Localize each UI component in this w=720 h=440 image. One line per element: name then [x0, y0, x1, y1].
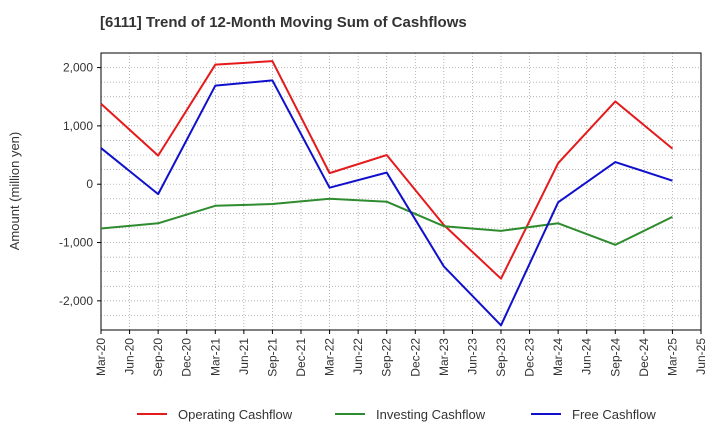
- x-tick-label: Mar-21: [208, 338, 222, 376]
- y-axis-label: Amount (million yen): [7, 132, 22, 251]
- x-tick-label: Sep-21: [265, 338, 279, 377]
- legend-label: Free Cashflow: [572, 407, 656, 422]
- y-tick-label: 2,000: [63, 61, 93, 75]
- x-tick-label: Jun-23: [465, 338, 479, 375]
- x-tick-label: Sep-24: [608, 338, 622, 377]
- series-line-investing-cashflow: [100, 197, 673, 246]
- x-tick-label: Jun-25: [694, 338, 708, 375]
- x-tick-label: Mar-25: [665, 338, 679, 376]
- x-tick-label: Sep-22: [380, 338, 394, 377]
- x-tick-label: Mar-22: [323, 338, 337, 376]
- y-tick-label: 0: [86, 177, 93, 191]
- x-tick-label: Jun-20: [123, 338, 137, 375]
- x-tick-label: Sep-20: [151, 338, 165, 377]
- y-tick-label: 1,000: [63, 119, 93, 133]
- legend: Operating Cashflow Investing Cashflow Free…: [137, 407, 656, 422]
- x-tick-label: Mar-23: [437, 338, 451, 376]
- x-tick-label: Dec-24: [637, 338, 651, 377]
- x-tick-label: Jun-24: [580, 338, 594, 375]
- series-line-operating-cashflow: [100, 60, 674, 280]
- x-tick-label: Mar-24: [551, 338, 565, 376]
- x-tick-label: Dec-20: [180, 338, 194, 377]
- x-tick-label: Dec-22: [408, 338, 422, 377]
- x-tick-label: Sep-23: [494, 338, 508, 377]
- x-tick-labels: Mar-20 Jun-20 Sep-20 Dec-20 Mar-21 Jun-21 Sep-…: [94, 338, 708, 377]
- legend-label: Operating Cashflow: [178, 407, 293, 422]
- y-tick-labels: -2,000 -1,000 0 1,000 2,000: [59, 61, 93, 308]
- legend-label: Investing Cashflow: [376, 407, 486, 422]
- x-tick-label: Jun-22: [351, 338, 365, 375]
- plot-frame: [100, 52, 702, 331]
- x-tick-label: Dec-23: [523, 338, 537, 377]
- chart-title: [6111] Trend of 12-Month Moving Sum of C…: [100, 14, 467, 31]
- y-tick-label: -1,000: [59, 236, 93, 250]
- x-tick-label: Mar-20: [94, 338, 108, 376]
- x-tick-label: Jun-21: [237, 338, 251, 375]
- series-line-free-cashflow: [100, 79, 673, 327]
- series-lines: [100, 60, 674, 327]
- x-tick-label: Dec-21: [294, 338, 308, 377]
- y-tick-label: -2,000: [59, 294, 93, 308]
